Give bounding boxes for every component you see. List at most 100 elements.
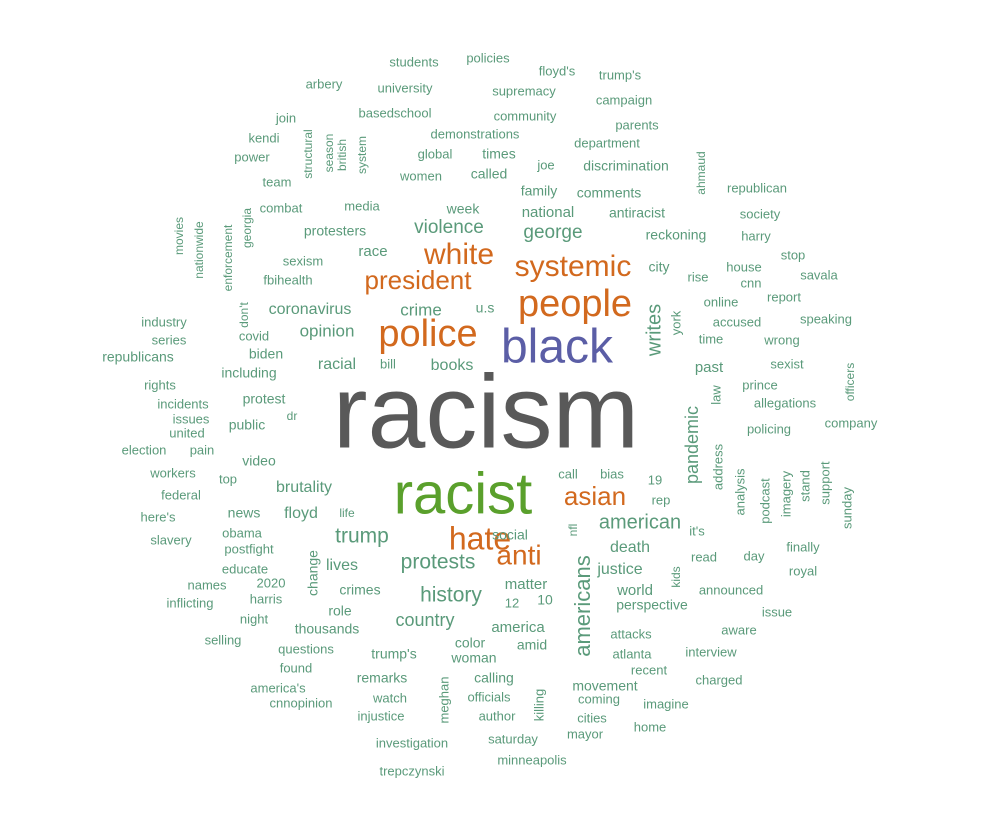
- word-covid: covid: [239, 328, 269, 343]
- word-report: report: [767, 289, 801, 304]
- word-anti: anti: [496, 539, 541, 570]
- word-dr: dr: [287, 409, 298, 423]
- word-bias: bias: [600, 466, 624, 481]
- word-discrimination: discrimination: [583, 158, 669, 174]
- word-york: york: [668, 310, 683, 335]
- word-home: home: [634, 719, 667, 734]
- word-educate: educate: [222, 561, 268, 576]
- word-campaign: campaign: [596, 92, 652, 107]
- word-called: called: [471, 166, 508, 182]
- word-12: 12: [505, 595, 519, 610]
- word-trepczynski: trepczynski: [379, 763, 444, 778]
- word-sexist: sexist: [770, 356, 804, 371]
- word-finally: finally: [786, 539, 820, 554]
- word-minneapolis: minneapolis: [497, 752, 567, 767]
- word-family: family: [521, 183, 558, 199]
- word-university: university: [378, 80, 433, 95]
- word-don-t: don't: [237, 302, 251, 328]
- word-crimes: crimes: [339, 582, 380, 598]
- word-sexism: sexism: [283, 253, 323, 268]
- word-officials: officials: [467, 689, 511, 704]
- word-recent: recent: [631, 662, 668, 677]
- word-books: books: [431, 357, 474, 374]
- word-global: global: [418, 146, 453, 161]
- word-color: color: [455, 635, 486, 651]
- word-video: video: [242, 453, 276, 469]
- word-combat: combat: [260, 200, 303, 215]
- word-america: america: [491, 619, 545, 636]
- word-join: join: [275, 110, 296, 125]
- word-floyd-s: floyd's: [539, 63, 576, 78]
- word-george: george: [523, 222, 582, 243]
- word-demonstrations: demonstrations: [431, 126, 520, 141]
- word-wrong: wrong: [763, 332, 799, 347]
- word-announced: announced: [699, 582, 763, 597]
- word-killing: killing: [531, 689, 546, 722]
- word-address: address: [710, 443, 725, 490]
- word-president: president: [365, 265, 473, 295]
- word-amid: amid: [517, 637, 547, 653]
- word-team: team: [263, 174, 292, 189]
- word-power: power: [234, 149, 270, 164]
- word-opinion: opinion: [300, 321, 355, 340]
- word-watch: watch: [372, 690, 407, 705]
- word-call: call: [558, 466, 578, 481]
- word-community: community: [494, 108, 557, 123]
- word-system: system: [355, 136, 369, 174]
- word-investigation: investigation: [376, 735, 448, 750]
- word-movement: movement: [572, 678, 637, 694]
- word-perspective: perspective: [616, 597, 688, 613]
- word-thousands: thousands: [295, 621, 360, 637]
- word-protests: protests: [401, 551, 476, 574]
- word-charged: charged: [696, 672, 743, 687]
- word-officers: officers: [843, 363, 857, 401]
- word-it-s: it's: [689, 523, 705, 538]
- word-comments: comments: [577, 185, 642, 201]
- word-city: city: [649, 259, 670, 275]
- word-day: day: [744, 548, 765, 563]
- word-world: world: [616, 582, 653, 599]
- word-history: history: [420, 584, 482, 607]
- word-social: social: [492, 527, 528, 543]
- word-meghan: meghan: [436, 677, 451, 724]
- word-accused: accused: [713, 314, 761, 329]
- word-race: race: [358, 243, 387, 260]
- word-cities: cities: [577, 710, 607, 725]
- word-injustice: injustice: [358, 708, 405, 723]
- word-house: house: [726, 259, 761, 274]
- word-10: 10: [537, 592, 553, 608]
- word-mayor: mayor: [567, 726, 604, 741]
- word-asian: asian: [564, 481, 626, 511]
- word-calling: calling: [474, 670, 514, 686]
- word-2020: 2020: [257, 575, 286, 590]
- word-united: united: [169, 425, 204, 440]
- word-online: online: [704, 294, 739, 309]
- word-royal: royal: [789, 563, 817, 578]
- word-policing: policing: [747, 421, 791, 436]
- word-stand: stand: [797, 470, 812, 502]
- word-season: season: [322, 134, 336, 173]
- word-brutality: brutality: [276, 479, 332, 496]
- word-incidents: incidents: [157, 396, 209, 411]
- word-inflicting: inflicting: [167, 595, 214, 610]
- word-society: society: [740, 206, 781, 221]
- word-slavery: slavery: [150, 532, 192, 547]
- word-republicans: republicans: [102, 349, 174, 365]
- word-workers: workers: [149, 465, 196, 480]
- word-time: time: [699, 331, 724, 346]
- word-u-s: u.s: [476, 300, 495, 316]
- word-racism: racism: [333, 354, 639, 470]
- word-names: names: [187, 577, 227, 592]
- word-harris: harris: [250, 591, 283, 606]
- word-life: life: [339, 506, 355, 520]
- word-ahmaud: ahmaud: [694, 151, 708, 194]
- word-country: country: [395, 610, 454, 630]
- word-justice: justice: [596, 561, 642, 578]
- word-police: police: [378, 313, 477, 355]
- word-here-s: here's: [140, 509, 176, 524]
- word-postfight: postfight: [224, 541, 274, 556]
- word-issue: issue: [762, 604, 792, 619]
- word-allegations: allegations: [754, 395, 817, 410]
- word-times: times: [482, 146, 515, 162]
